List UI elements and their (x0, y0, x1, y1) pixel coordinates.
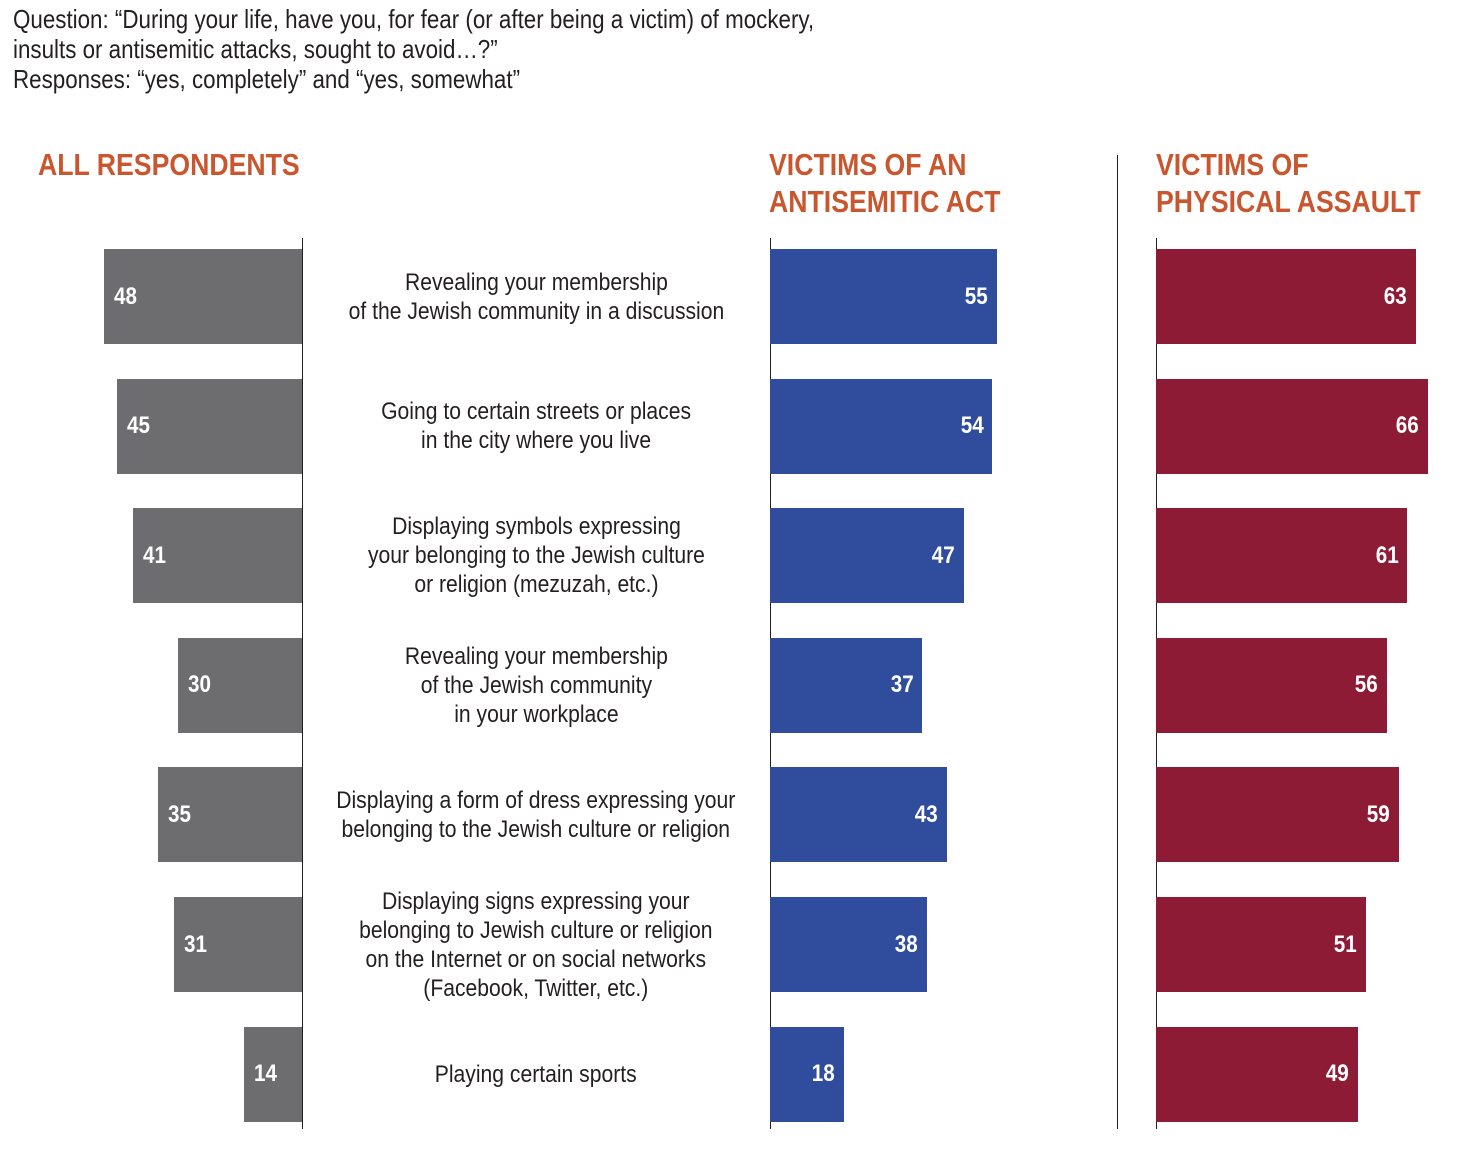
bar-all-respondents (104, 249, 302, 344)
bar-antisemitic-act (770, 637, 923, 733)
data-label-physical-assault: 51 (1334, 930, 1358, 958)
category-label-text: Playing certain sports (435, 1060, 637, 1088)
data-label-physical-assault: 59 (1367, 800, 1391, 828)
title-physical-assault: VICTIMS OF PHYSICAL ASSAULT (1156, 146, 1421, 220)
bar-physical-assault (1156, 897, 1367, 992)
category-label-text: Revealing your membership of the Jewish … (404, 642, 668, 728)
data-label-physical-assault: 66 (1395, 412, 1419, 440)
data-label-physical-assault: 61 (1375, 541, 1399, 569)
bar-physical-assault (1156, 508, 1408, 604)
bar-antisemitic-act (770, 897, 927, 992)
bar-physical-assault (1156, 1026, 1358, 1122)
data-label-all-respondents: 35 (167, 800, 191, 828)
bar-all-respondents (157, 767, 302, 863)
data-label-antisemitic-act: 54 (960, 412, 984, 440)
data-label-all-respondents: 14 (254, 1060, 278, 1088)
bar-all-respondents (244, 1026, 302, 1122)
category-label-text: Revealing your membership of the Jewish … (348, 268, 724, 325)
question-text: Question: “During your life, have you, f… (13, 4, 814, 94)
bar-all-respondents (174, 897, 302, 992)
data-label-physical-assault: 56 (1354, 671, 1378, 699)
title-line: VICTIMS OF AN (769, 147, 967, 182)
category-label-text: Displaying symbols expressing your belon… (367, 513, 705, 599)
title-antisemitic-act: VICTIMS OF AN ANTISEMITIC ACT (769, 146, 1001, 220)
category-label: Displaying symbols expressing your belon… (305, 512, 767, 599)
data-label-all-respondents: 41 (143, 541, 167, 569)
data-label-antisemitic-act: 38 (894, 930, 918, 958)
data-label-all-respondents: 31 (184, 930, 208, 958)
bar-all-respondents (178, 637, 302, 733)
bar-all-respondents (116, 378, 302, 474)
data-label-antisemitic-act: 55 (964, 282, 988, 310)
bar-physical-assault (1156, 637, 1387, 733)
axis-all-respondents (302, 238, 303, 1129)
category-label: Playing certain sports (305, 1060, 767, 1089)
data-label-antisemitic-act: 18 (812, 1060, 836, 1088)
bar-all-respondents (133, 508, 302, 604)
bar-antisemitic-act (770, 378, 993, 474)
category-label-text: Going to certain streets or places in th… (381, 398, 691, 455)
data-label-antisemitic-act: 43 (915, 800, 939, 828)
title-all-respondents: ALL RESPONDENTS (38, 146, 300, 183)
bar-physical-assault (1156, 767, 1400, 863)
data-label-all-respondents: 30 (188, 671, 212, 699)
data-label-all-respondents: 45 (126, 412, 150, 440)
category-label: Going to certain streets or places in th… (305, 397, 767, 455)
column-divider (1117, 155, 1118, 1129)
title-line: VICTIMS OF (1156, 147, 1309, 182)
question-line: insults or antisemitic attacks, sought t… (13, 34, 498, 64)
question-line: Question: “During your life, have you, f… (13, 4, 815, 34)
question-line: Responses: “yes, completely” and “yes, s… (13, 64, 521, 94)
data-label-physical-assault: 49 (1325, 1060, 1349, 1088)
data-label-antisemitic-act: 37 (890, 671, 914, 699)
bar-physical-assault (1156, 378, 1428, 474)
bar-antisemitic-act (770, 1026, 845, 1122)
category-label: Displaying signs expressing your belongi… (305, 887, 767, 1003)
data-label-antisemitic-act: 47 (931, 541, 955, 569)
category-label: Revealing your membership of the Jewish … (305, 642, 767, 729)
category-label: Revealing your membership of the Jewish … (305, 268, 767, 326)
category-label: Displaying a form of dress expressing yo… (305, 786, 767, 844)
category-label-text: Displaying signs expressing your belongi… (359, 887, 713, 1002)
bar-physical-assault (1156, 249, 1416, 344)
category-label-text: Displaying a form of dress expressing yo… (336, 786, 736, 843)
data-label-all-respondents: 48 (114, 282, 138, 310)
title-line: PHYSICAL ASSAULT (1156, 184, 1421, 219)
bar-antisemitic-act (770, 767, 948, 863)
title-line: ALL RESPONDENTS (38, 147, 300, 182)
title-line: ANTISEMITIC ACT (769, 184, 1001, 219)
bar-antisemitic-act (770, 508, 964, 604)
bar-antisemitic-act (770, 249, 997, 344)
data-label-physical-assault: 63 (1383, 282, 1407, 310)
